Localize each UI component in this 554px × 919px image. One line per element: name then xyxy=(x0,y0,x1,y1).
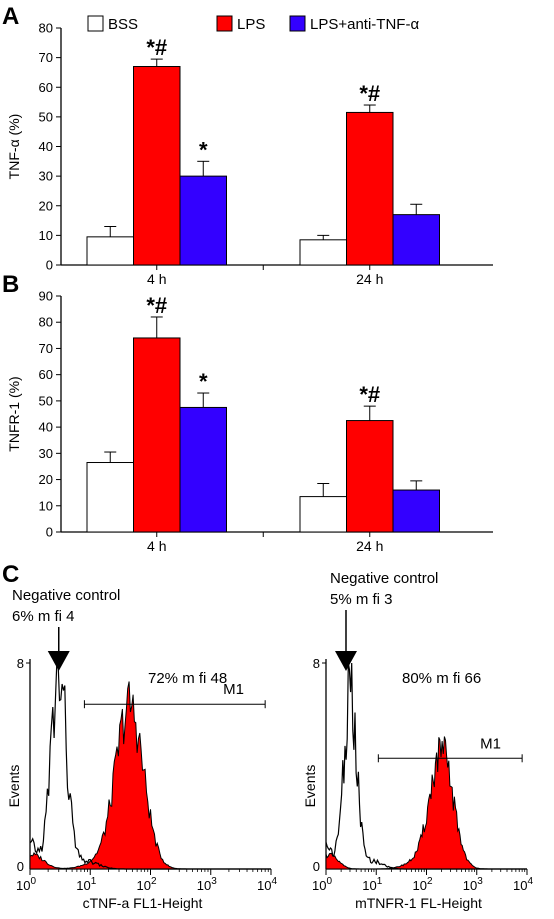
bar xyxy=(346,111,394,266)
x-tick-label: 102 xyxy=(412,876,432,893)
y-tick-label: 70 xyxy=(39,341,53,356)
x-axis-title: cTNF-a FL1-Height xyxy=(83,895,203,911)
y-tick-label: 30 xyxy=(39,446,53,461)
y-tick-label: 0 xyxy=(313,859,320,874)
legend-swatch-2 xyxy=(289,15,306,32)
legend-label-2: LPS+anti-TNF-α xyxy=(310,16,419,33)
x-tick-label: 102 xyxy=(136,876,156,893)
stat-label: 72% m fi 48 xyxy=(148,670,227,687)
category-label: 4 h xyxy=(147,271,166,287)
marker-m1-label: M1 xyxy=(480,735,501,752)
y-tick-label: 10 xyxy=(39,228,53,243)
bar xyxy=(86,236,134,266)
y-tick-label: 0 xyxy=(17,859,24,874)
legend: BSS LPS LPS+anti-TNF-α xyxy=(87,15,419,33)
bar xyxy=(133,66,181,266)
bar xyxy=(392,214,440,266)
bar xyxy=(86,462,134,533)
negative-control-histogram xyxy=(29,662,271,870)
category-label: 24 h xyxy=(356,271,383,287)
negative-control-label: Negative control xyxy=(12,587,120,604)
significance-mark: * xyxy=(199,137,208,162)
marker-m1-label: M1 xyxy=(223,681,244,698)
panel-letter-c: C xyxy=(2,561,19,588)
histogram-c-left: 8 0 Events 100 101 102 103 104 cTNF-a FL1-Height… xyxy=(6,587,277,911)
arrow-head xyxy=(334,651,357,671)
bar xyxy=(179,175,227,266)
legend-swatch-1 xyxy=(216,15,233,32)
y-tick-label: 80 xyxy=(39,21,53,36)
x-tick-label: 103 xyxy=(197,876,217,893)
x-tick-label: 100 xyxy=(16,876,36,893)
legend-label-1: LPS xyxy=(237,16,265,33)
bar xyxy=(133,337,181,533)
y-tick-label: 10 xyxy=(39,498,53,513)
y-tick-label: 60 xyxy=(39,80,53,95)
y-tick-label: 20 xyxy=(39,472,53,487)
x-tick-label: 103 xyxy=(463,876,483,893)
significance-mark: *# xyxy=(359,81,380,106)
panel-letter-a: A xyxy=(2,3,19,30)
negative-control-label: Negative control xyxy=(330,570,438,587)
y-axis-title: TNFR-1 (%) xyxy=(6,376,22,451)
y-axis-title: TNF-α (%) xyxy=(6,114,22,180)
negative-control-histogram xyxy=(325,662,527,870)
bar xyxy=(299,496,347,533)
negative-control-mfi: 5% m fi 3 xyxy=(330,591,393,608)
y-tick-label: 0 xyxy=(46,258,53,273)
category-label: 24 h xyxy=(356,538,383,554)
bar-chart-a: 0 10 20 30 40 50 60 70 80 TNF-α (%) *# * 4 h *# 24 h xyxy=(6,21,493,287)
arrow-head xyxy=(47,651,70,671)
positive-histogram xyxy=(29,681,271,870)
bar xyxy=(179,406,227,533)
bar-chart-b: 0 10 20 30 40 50 60 70 80 90 TNFR-1 (%) *# * 4 h *# 24 … xyxy=(6,289,493,554)
y-tick-label: 8 xyxy=(313,656,320,671)
x-tick-label: 101 xyxy=(362,876,382,893)
y-axis-title: Events xyxy=(302,765,318,808)
panel-letter-b: B xyxy=(2,271,19,298)
x-axis-title: mTNFR-1 FL-Height xyxy=(355,895,482,911)
bar xyxy=(299,239,347,266)
y-tick-label: 50 xyxy=(39,393,53,408)
category-label: 4 h xyxy=(147,538,166,554)
y-tick-label: 90 xyxy=(39,289,53,304)
x-tick-label: 104 xyxy=(257,876,277,893)
y-tick-label: 30 xyxy=(39,169,53,184)
legend-label-0: BSS xyxy=(108,16,138,33)
x-tick-label: 100 xyxy=(312,876,332,893)
y-tick-label: 0 xyxy=(46,525,53,540)
y-tick-label: 40 xyxy=(39,139,53,154)
significance-mark: *# xyxy=(146,293,167,318)
y-tick-label: 60 xyxy=(39,367,53,382)
significance-mark: * xyxy=(199,369,208,394)
stat-label: 80% m fi 66 xyxy=(402,670,481,687)
y-axis-title: Events xyxy=(6,765,22,808)
y-tick-label: 40 xyxy=(39,420,53,435)
significance-mark: *# xyxy=(359,382,380,407)
y-tick-label: 8 xyxy=(17,656,24,671)
histogram-c-right: 8 0 Events 100 101 102 103 104 mTNFR-1 FL-Height… xyxy=(302,570,533,911)
x-tick-label: 104 xyxy=(513,876,533,893)
legend-swatch-0 xyxy=(87,15,104,32)
y-tick-label: 80 xyxy=(39,315,53,330)
y-tick-label: 20 xyxy=(39,198,53,213)
x-tick-label: 101 xyxy=(76,876,96,893)
y-tick-label: 70 xyxy=(39,50,53,65)
y-tick-label: 50 xyxy=(39,109,53,124)
bar xyxy=(346,420,394,533)
bar xyxy=(392,489,440,533)
significance-mark: *# xyxy=(146,35,167,60)
negative-control-mfi: 6% m fi 4 xyxy=(12,608,75,625)
